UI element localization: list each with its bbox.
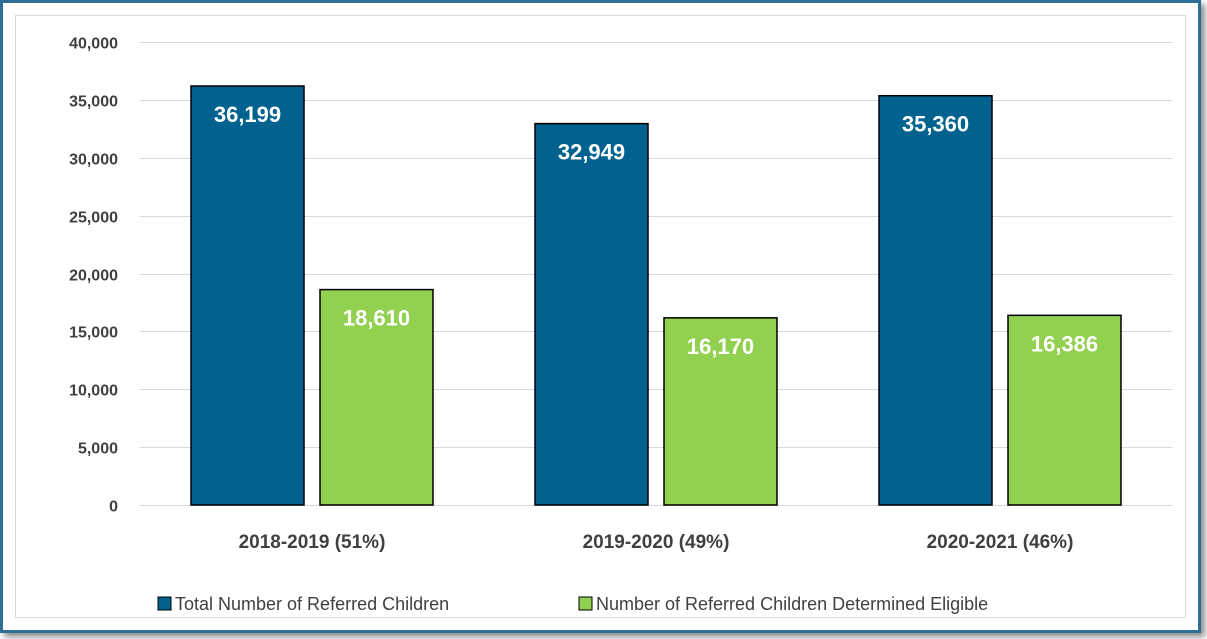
data-label: 35,360 — [902, 112, 969, 137]
y-tick-label: 15,000 — [69, 325, 118, 342]
legend-swatch-total — [157, 596, 172, 611]
bar-determined-eligible — [663, 317, 778, 506]
legend-label-eligible: Number of Referred Children Determined E… — [596, 594, 988, 614]
bar-determined-eligible — [1007, 314, 1122, 506]
gridlines — [140, 42, 1172, 506]
y-tick-label: 0 — [109, 499, 118, 516]
category-label: 2018-2019 (51%) — [239, 532, 386, 553]
y-axis-ticks: 0 5,000 10,000 15,000 20,000 25,000 30,000 35,0… — [69, 36, 118, 516]
data-label: 18,610 — [343, 306, 410, 331]
y-tick-label: 20,000 — [69, 268, 118, 285]
y-tick-label: 30,000 — [69, 152, 118, 169]
x-axis-categories: 2018-2019 (51%) 2019-2020 (49%) 2020-2021 … — [239, 532, 1074, 553]
legend-label-total: Total Number of Referred Children — [175, 594, 449, 614]
bars — [190, 85, 1122, 506]
y-tick-label: 10,000 — [69, 383, 118, 400]
category-label: 2020-2021 (46%) — [927, 532, 1074, 553]
data-label: 16,386 — [1031, 331, 1098, 356]
bar-total-referred — [190, 85, 305, 506]
bar-total-referred — [878, 94, 993, 506]
legend: Total Number of Referred Children Number … — [157, 594, 988, 614]
legend-swatch-eligible — [578, 596, 593, 611]
data-labels: 36,199 18,610 32,949 16,170 35,360 16,386 — [214, 102, 1098, 359]
y-tick-label: 40,000 — [69, 36, 118, 53]
data-label: 36,199 — [214, 102, 281, 127]
plot-border — [15, 15, 1186, 618]
bar-total-referred — [534, 122, 649, 506]
data-label: 32,949 — [558, 140, 625, 165]
y-tick-label: 35,000 — [69, 94, 118, 111]
y-tick-label: 25,000 — [69, 210, 118, 227]
data-label: 16,170 — [687, 334, 754, 359]
y-tick-label: 5,000 — [78, 441, 118, 458]
category-label: 2019-2020 (49%) — [583, 532, 730, 553]
bar-determined-eligible — [319, 288, 434, 506]
